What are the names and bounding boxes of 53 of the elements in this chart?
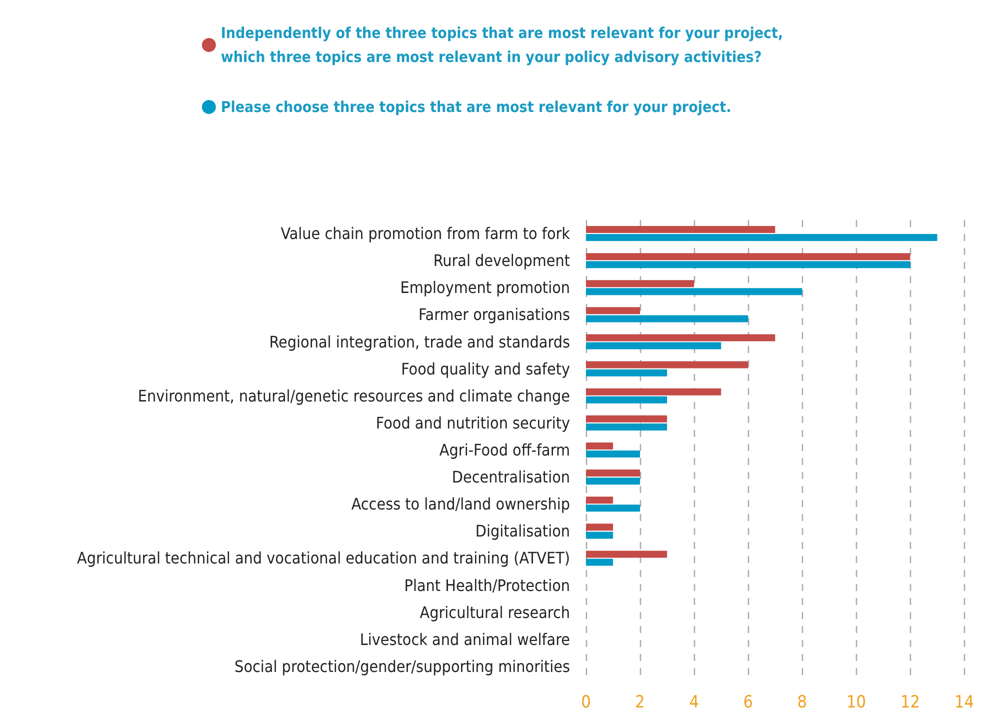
x-tick-label: 12 [900, 692, 920, 712]
y-tick-label: Decentralisation [452, 468, 570, 487]
bar [586, 442, 614, 450]
bar [586, 415, 668, 422]
x-tick-label: 8 [797, 692, 808, 712]
y-tick-label: Environment, natural/genetic resources and climate change [138, 386, 570, 406]
bar [586, 261, 910, 268]
bar [586, 315, 748, 322]
bar [586, 550, 668, 558]
y-tick-label: Value chain promotion from farm to fork [280, 224, 571, 244]
bar [586, 280, 694, 288]
bar [586, 504, 640, 512]
bar [586, 334, 776, 342]
bar [586, 478, 640, 485]
bar [586, 369, 668, 376]
bar [586, 450, 640, 458]
bar [586, 396, 668, 404]
y-tick-label: Regional integration, trade and standards [269, 332, 570, 352]
legend-label: Please choose three topics that are most relevant for your project. [220, 98, 732, 116]
y-tick-label: Plant Health/Protection [404, 576, 570, 595]
x-tick-label: 2 [635, 692, 645, 712]
y-tick-label: Rural development [433, 251, 570, 270]
x-tick-label: 14 [954, 692, 974, 712]
y-tick-label: Social protection/gender/supporting minorities [234, 656, 570, 676]
y-tick-label: Livestock and animal welfare [360, 630, 570, 649]
x-tick-label: 10 [846, 692, 866, 712]
bar [586, 388, 722, 396]
y-tick-label: Food quality and safety [401, 359, 570, 378]
bar [586, 524, 614, 531]
legend-label: Independently of the three topics that are most relevant for your project, which three topics are most relevant in your policy advisory activities? [220, 24, 784, 66]
y-tick-label: Employment promotion [400, 278, 570, 298]
x-tick-label: 4 [689, 692, 699, 712]
y-tick-label: Access to land/land ownership [351, 494, 570, 514]
bar [586, 253, 910, 260]
y-tick-label: Food and nutrition security [376, 413, 570, 432]
bar [586, 423, 668, 430]
bar [586, 342, 722, 350]
x-tick-label: 6 [743, 692, 753, 712]
bar [586, 226, 776, 234]
bar [586, 558, 614, 566]
bar [586, 496, 614, 504]
bar [586, 361, 748, 368]
y-tick-label: Agricultural research [420, 602, 570, 622]
y-tick-label: Digitalisation [475, 522, 570, 541]
x-tick-label: 0 [581, 692, 591, 712]
bar [586, 532, 614, 539]
bar [586, 470, 640, 477]
y-tick-label: Agri-Food off-farm [439, 440, 570, 460]
y-tick-label: Farmer organisations [418, 305, 570, 324]
bar [586, 307, 640, 314]
bar [586, 234, 938, 242]
bar [586, 288, 802, 296]
y-tick-label: Agricultural technical and vocational education and training (ATVET) [77, 548, 570, 568]
